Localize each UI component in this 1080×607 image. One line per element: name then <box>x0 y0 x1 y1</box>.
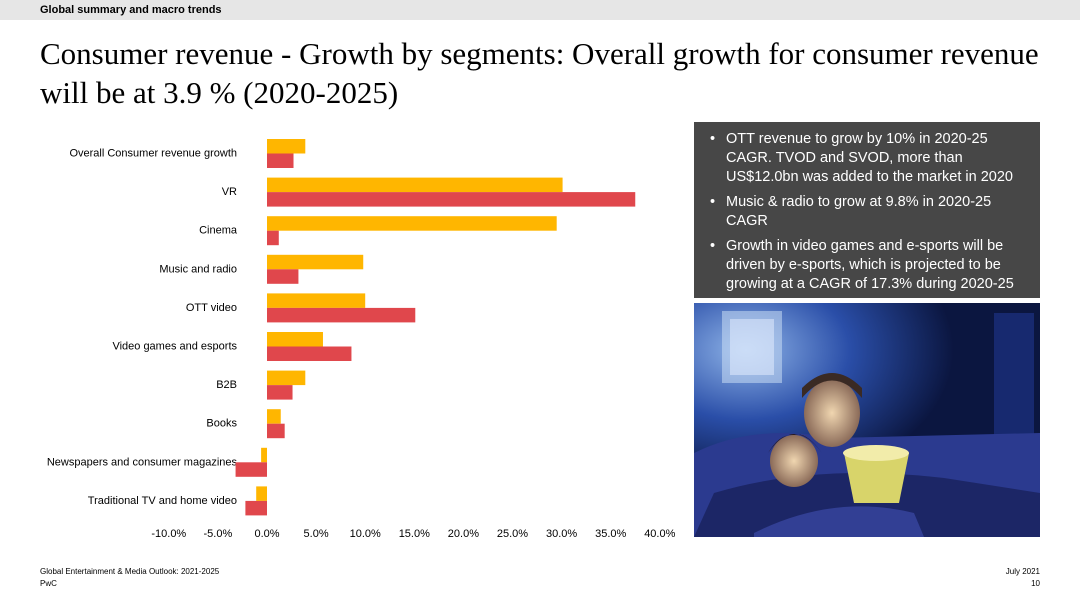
bar-series-1 <box>261 447 267 463</box>
category-label: Newspapers and consumer magazines <box>47 456 238 468</box>
category-label: VR <box>222 186 237 198</box>
bar-series-2 <box>267 385 293 400</box>
footer-page-number: 10 <box>1031 579 1040 588</box>
bar-series-2 <box>267 307 416 323</box>
category-label: Overall Consumer revenue growth <box>69 148 237 160</box>
x-tick-label: 40.0% <box>644 528 675 540</box>
section-label: Global summary and macro trends <box>40 4 222 16</box>
page-title: Consumer revenue - Growth by segments: O… <box>40 36 1039 110</box>
category-label: Video games and esports <box>112 341 237 353</box>
category-label: Traditional TV and home video <box>88 495 237 507</box>
footer-company: PwC <box>40 579 57 588</box>
bar-series-2 <box>245 500 267 516</box>
x-tick-label: 35.0% <box>595 528 626 540</box>
x-tick-label: 25.0% <box>497 528 528 540</box>
info-bullet: Music & radio to grow at 9.8% in 2020-25… <box>702 193 1032 231</box>
couple-watching-tv-photo <box>694 303 1040 537</box>
info-box: OTT revenue to grow by 10% in 2020-25 CA… <box>694 122 1040 298</box>
bar-series-2 <box>235 462 267 477</box>
x-tick-label: 15.0% <box>399 528 430 540</box>
category-label: B2B <box>216 379 237 391</box>
bar-series-1 <box>267 332 323 347</box>
bar-series-1 <box>267 293 366 308</box>
category-label: Cinema <box>199 225 238 237</box>
bar-series-2 <box>267 423 285 439</box>
x-tick-label: 5.0% <box>304 528 329 540</box>
bar-series-1 <box>267 409 281 424</box>
footer-date: July 2021 <box>1005 567 1040 576</box>
footer-source: Global Entertainment & Media Outlook: 20… <box>40 567 220 576</box>
top-bar <box>0 0 1080 20</box>
info-bullet-list: OTT revenue to grow by 10% in 2020-25 CA… <box>702 130 1032 294</box>
x-tick-label: 20.0% <box>448 528 479 540</box>
bar-series-1 <box>267 139 306 154</box>
category-label: Books <box>206 418 237 430</box>
bar-series-1 <box>256 486 267 501</box>
bar-series-2 <box>267 230 279 246</box>
x-tick-label: 30.0% <box>546 528 577 540</box>
bar-series-1 <box>267 254 364 270</box>
category-label: OTT video <box>186 302 237 314</box>
bar-chart: Overall Consumer revenue growth VR Cinema M… <box>47 139 676 540</box>
bar-series-2 <box>267 346 352 361</box>
info-bullet: Growth in video games and e-sports will … <box>702 237 1032 294</box>
bar-series-1 <box>267 177 563 193</box>
x-tick-label: -10.0% <box>151 528 186 540</box>
bar-series-2 <box>267 269 299 284</box>
info-bullet: OTT revenue to grow by 10% in 2020-25 CA… <box>702 130 1032 187</box>
x-tick-label: 0.0% <box>254 528 279 540</box>
category-label: Music and radio <box>159 263 237 275</box>
x-tick-label: 10.0% <box>350 528 381 540</box>
bar-series-1 <box>267 216 557 231</box>
bar-series-1 <box>267 370 306 386</box>
x-tick-label: -5.0% <box>204 528 233 540</box>
bar-series-2 <box>267 153 294 168</box>
bar-series-2 <box>267 192 636 207</box>
